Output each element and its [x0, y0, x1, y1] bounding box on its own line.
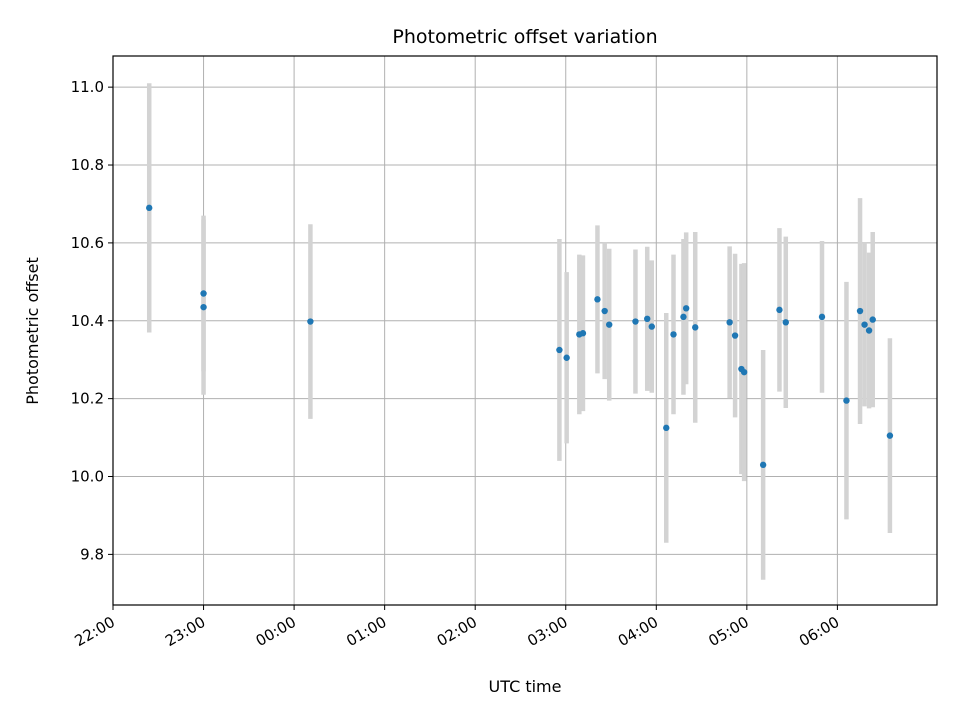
y-tick-label: 10.6	[71, 234, 104, 252]
data-point	[556, 346, 563, 354]
data-point	[579, 330, 587, 337]
data-point	[601, 307, 608, 315]
data-point	[200, 290, 207, 297]
data-point	[682, 305, 690, 312]
data-point	[731, 332, 739, 339]
data-point	[648, 323, 655, 330]
data-point	[563, 354, 570, 361]
data-point	[632, 318, 639, 325]
data-point	[670, 331, 677, 338]
data-point	[644, 315, 651, 323]
data-point	[818, 313, 826, 321]
data-point	[606, 321, 613, 328]
data-point	[740, 368, 748, 376]
y-tick-label: 10.2	[71, 390, 104, 408]
data-point	[865, 327, 873, 334]
data-point	[759, 461, 767, 469]
y-axis-ticks: 9.8 10.0 10.2 10.4 10.6 10.8 11.0	[71, 78, 113, 563]
data-point	[856, 307, 864, 315]
y-axis-label: Photometric offset	[23, 257, 42, 405]
data-point	[200, 303, 207, 311]
data-point	[307, 318, 314, 325]
data-point	[146, 204, 153, 212]
data-point	[726, 319, 733, 326]
y-tick-label: 10.0	[71, 468, 104, 486]
data-point	[680, 313, 687, 321]
chart-title: Photometric offset variation	[392, 26, 657, 48]
data-point	[869, 316, 876, 323]
y-tick-label: 11.0	[71, 78, 104, 96]
data-point	[663, 424, 670, 432]
data-point	[782, 319, 789, 326]
data-points	[146, 204, 894, 469]
y-tick-label: 10.8	[71, 156, 104, 174]
plot-frame	[112, 55, 938, 606]
data-point	[776, 306, 783, 314]
y-tick-label: 9.8	[80, 545, 104, 563]
y-tick-label: 10.4	[71, 312, 104, 330]
data-point	[692, 324, 699, 331]
x-axis-label: UTC time	[489, 677, 562, 696]
data-point	[594, 296, 601, 303]
data-point	[886, 432, 894, 439]
data-point	[861, 321, 868, 328]
data-point	[843, 397, 850, 404]
